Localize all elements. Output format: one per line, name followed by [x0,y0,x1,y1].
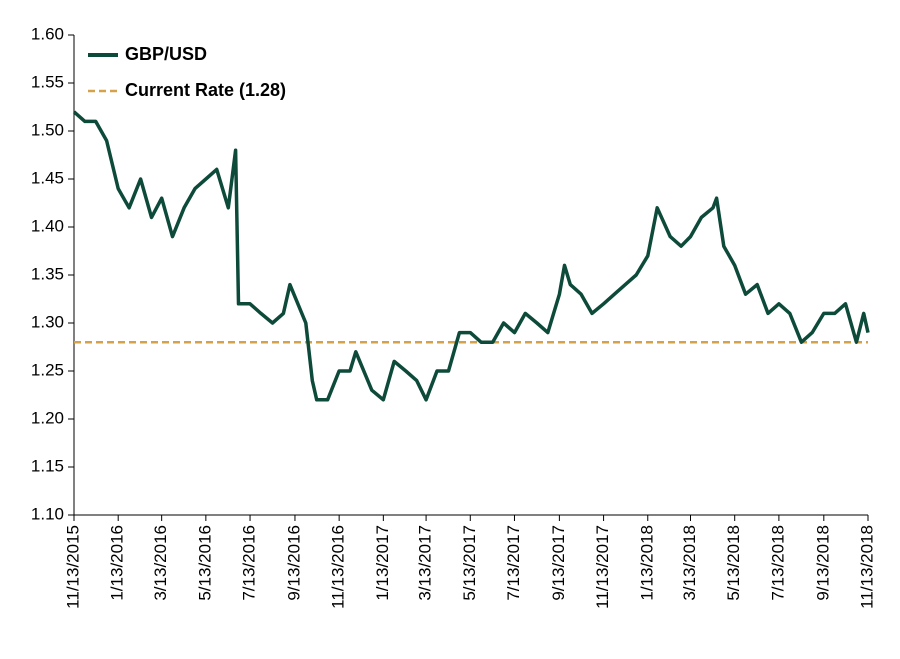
x-tick-label: 11/13/2016 [329,525,348,609]
x-tick-label: 7/13/2016 [240,525,259,601]
y-tick-label: 1.45 [31,168,64,187]
x-tick-label: 1/13/2017 [373,525,392,601]
x-tick-label: 9/13/2016 [284,525,303,601]
x-tick-label: 7/13/2017 [504,525,523,601]
y-tick-label: 1.55 [31,72,64,91]
x-tick-label: 11/13/2015 [63,525,82,609]
x-tick-label: 3/13/2018 [680,525,699,601]
y-tick-label: 1.30 [31,312,64,331]
y-tick-label: 1.25 [31,360,64,379]
x-tick-label: 5/13/2018 [724,525,743,601]
x-tick-label: 3/13/2016 [151,525,170,601]
x-tick-label: 1/13/2016 [108,525,127,601]
y-tick-label: 1.20 [31,408,64,427]
y-tick-label: 1.15 [31,456,64,475]
series-line [72,110,870,402]
x-tick-label: 5/13/2016 [195,525,214,601]
y-tick-label: 1.10 [31,504,64,523]
x-tick-label: 7/13/2018 [768,525,787,601]
legend-label: Current Rate (1.28) [125,80,286,100]
legend-label: GBP/USD [125,44,207,64]
y-tick-label: 1.50 [31,120,64,139]
x-tick-label: 3/13/2017 [416,525,435,601]
y-tick-label: 1.40 [31,216,64,235]
x-tick-label: 9/13/2017 [549,525,568,601]
x-tick-label: 1/13/2018 [637,525,656,601]
x-tick-label: 11/13/2017 [593,525,612,609]
y-tick-label: 1.60 [31,24,64,43]
x-tick-label: 11/13/2018 [857,525,876,609]
x-tick-label: 9/13/2018 [813,525,832,601]
y-tick-label: 1.35 [31,264,64,283]
x-tick-label: 5/13/2017 [460,525,479,601]
